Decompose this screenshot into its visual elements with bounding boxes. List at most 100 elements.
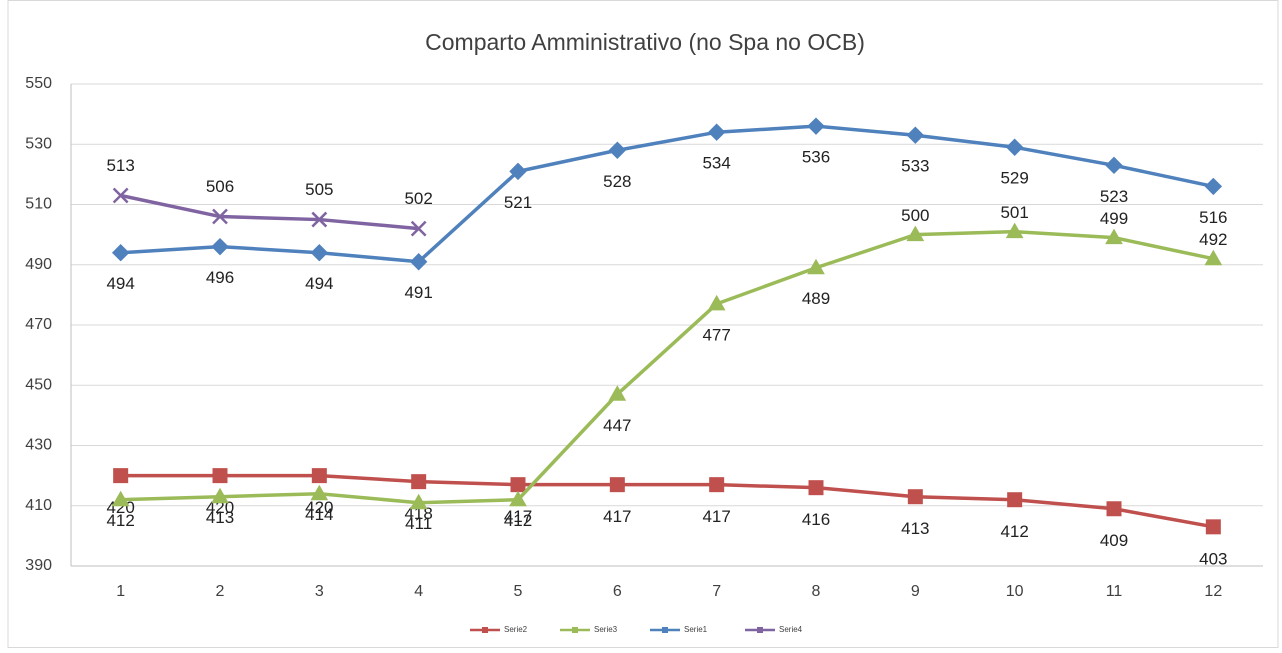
x-tick-label: 3 (315, 583, 324, 600)
x-tick-label: 8 (812, 583, 821, 600)
marker (709, 477, 725, 493)
marker (113, 468, 129, 484)
series-line (120, 124, 1214, 264)
marker (1105, 156, 1123, 175)
chart-title: Comparto Amministrativo (no Spa no OCB) (425, 29, 865, 55)
data-label: 499 (1100, 209, 1128, 228)
y-tick-label: 430 (25, 437, 52, 454)
data-label: 412 (504, 511, 532, 530)
marker (906, 225, 925, 242)
data-label: 403 (1199, 549, 1227, 568)
data-label: 420 (305, 498, 333, 517)
data-label: 412 (1000, 522, 1028, 541)
marker (409, 493, 428, 510)
y-tick-label: 390 (25, 557, 52, 574)
data-label: 417 (702, 507, 730, 526)
legend-label: Serie2 (504, 625, 528, 634)
marker (311, 468, 327, 484)
marker (411, 474, 427, 490)
data-label: 513 (106, 156, 134, 175)
marker (509, 490, 527, 507)
x-tick-label: 9 (911, 583, 920, 600)
marker (510, 477, 526, 493)
x-tick-label: 11 (1106, 583, 1123, 600)
marker (609, 477, 625, 493)
legend-marker (757, 627, 763, 633)
marker (608, 141, 627, 159)
marker (907, 489, 923, 505)
data-label: 489 (802, 289, 830, 308)
legend-marker (572, 627, 578, 633)
x-tick-label: 5 (514, 583, 523, 600)
marker (310, 484, 329, 501)
marker (211, 487, 229, 504)
y-tick-label: 490 (25, 256, 52, 273)
y-tick-label: 410 (25, 497, 52, 514)
marker (807, 117, 825, 135)
y-tick-label: 530 (25, 135, 52, 152)
legend-marker (662, 627, 668, 633)
marker (212, 468, 228, 484)
marker (112, 187, 129, 204)
y-tick-label: 470 (25, 316, 52, 333)
data-label: 529 (1000, 169, 1028, 188)
data-label: 494 (106, 274, 134, 293)
x-tick-label: 10 (1006, 583, 1024, 600)
data-label: 414 (305, 505, 333, 524)
marker (1204, 177, 1223, 196)
marker (211, 237, 229, 256)
data-label: 523 (1100, 187, 1128, 206)
data-label: 516 (1199, 208, 1227, 227)
legend-label: Serie1 (684, 625, 708, 634)
x-tick-label: 12 (1204, 583, 1222, 600)
marker (409, 253, 428, 271)
marker (906, 126, 925, 144)
marker (807, 258, 825, 275)
data-label: 412 (106, 511, 134, 530)
marker (509, 162, 527, 181)
x-tick-label: 2 (216, 583, 225, 600)
x-tick-label: 1 (116, 583, 125, 600)
data-label: 536 (802, 148, 830, 167)
marker (212, 208, 228, 225)
marker (1105, 228, 1123, 245)
data-label: 417 (603, 507, 631, 526)
data-label: 501 (1000, 203, 1028, 222)
data-label: 533 (901, 157, 929, 176)
data-label: 494 (305, 274, 333, 293)
marker (808, 480, 824, 496)
legend-label: Serie4 (779, 625, 803, 634)
marker (1007, 492, 1023, 508)
data-label: 447 (603, 416, 631, 435)
data-label: 502 (404, 189, 432, 208)
data-label: 413 (206, 508, 234, 527)
data-label: 492 (1199, 230, 1227, 249)
data-label: 500 (901, 206, 929, 225)
series-line (120, 193, 419, 231)
y-tick-label: 550 (25, 75, 52, 92)
x-tick-label: 7 (712, 583, 721, 600)
x-tick-label: 6 (613, 583, 622, 600)
series-line (120, 473, 1214, 529)
marker (1005, 222, 1024, 239)
marker (707, 123, 726, 141)
data-label: 409 (1100, 531, 1128, 550)
marker (1205, 519, 1221, 535)
marker (310, 243, 329, 262)
legend-label: Serie3 (594, 625, 618, 634)
chart-frame (7, 0, 1279, 648)
data-label: 420 (106, 498, 134, 517)
data-label: 521 (504, 193, 532, 212)
marker (410, 220, 427, 237)
legend-marker (482, 627, 488, 633)
y-tick-label: 450 (25, 376, 52, 393)
data-label: 416 (802, 510, 830, 529)
marker (1106, 501, 1122, 517)
data-label: 534 (702, 154, 730, 173)
data-label: 417 (504, 507, 532, 526)
marker (1005, 138, 1024, 156)
y-tick-label: 510 (25, 196, 52, 213)
data-label: 477 (702, 325, 730, 344)
